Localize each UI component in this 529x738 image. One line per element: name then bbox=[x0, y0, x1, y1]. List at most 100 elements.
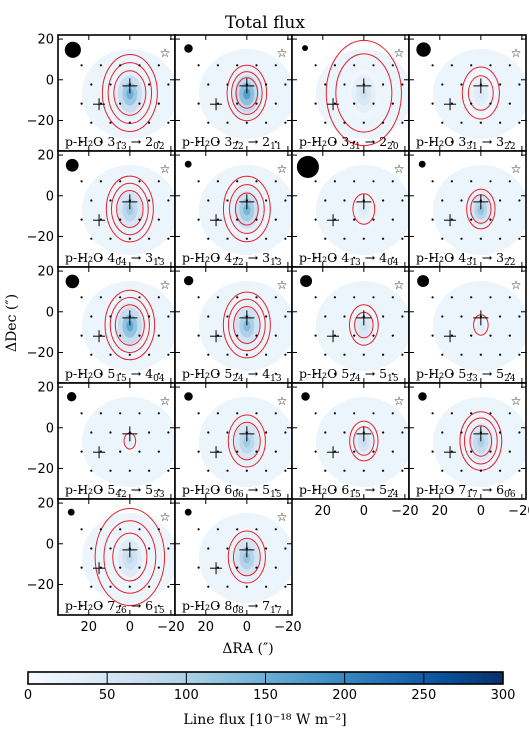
spaxel-marker bbox=[265, 121, 268, 124]
spaxel-marker bbox=[274, 450, 277, 453]
spaxel-marker bbox=[138, 488, 141, 491]
emission-level bbox=[243, 436, 251, 448]
spaxel-marker bbox=[470, 296, 473, 299]
spaxel-marker bbox=[499, 121, 502, 124]
spaxel-marker bbox=[470, 140, 473, 143]
beam-size-marker bbox=[184, 392, 193, 401]
spaxel-marker bbox=[324, 353, 327, 356]
spaxel-marker bbox=[362, 121, 365, 124]
y-tick-label: 20 bbox=[37, 381, 54, 396]
spaxel-marker bbox=[255, 64, 258, 67]
spaxel-marker bbox=[441, 469, 444, 472]
spaxel-marker bbox=[518, 469, 521, 472]
emission-level bbox=[243, 552, 251, 564]
spaxel-marker bbox=[157, 140, 160, 143]
spaxel-marker bbox=[109, 199, 112, 202]
map-panel: ☆ p-H₂O 313 → 202 20 0 −20 bbox=[27, 33, 176, 152]
spaxel-marker bbox=[119, 372, 122, 375]
spaxel-marker bbox=[401, 431, 404, 434]
spaxel-marker bbox=[508, 64, 511, 67]
y-tick-label: 20 bbox=[37, 33, 54, 48]
colorbar-tick-label: 50 bbox=[99, 688, 116, 703]
emission-level bbox=[126, 88, 134, 100]
y-tick-label: −20 bbox=[27, 578, 54, 593]
spaxel-marker bbox=[148, 121, 151, 124]
spaxel-marker bbox=[216, 140, 219, 143]
spaxel-marker bbox=[324, 83, 327, 86]
map-panel: ☆ p-H₂O 533 → 524 bbox=[408, 266, 527, 384]
spaxel-marker bbox=[343, 353, 346, 356]
spaxel-marker bbox=[265, 431, 268, 434]
spaxel-marker bbox=[80, 528, 83, 531]
spaxel-marker bbox=[343, 121, 346, 124]
source-cross bbox=[122, 426, 138, 442]
spaxel-marker bbox=[226, 83, 229, 86]
star-icon: ☆ bbox=[277, 46, 288, 60]
x-tick-label: 20 bbox=[315, 504, 332, 519]
spaxel-marker bbox=[148, 585, 151, 588]
map-panel: ☆ p-H₂O 606 → 515 bbox=[174, 382, 293, 500]
spaxel-marker bbox=[197, 296, 200, 299]
spaxel-marker bbox=[460, 431, 463, 434]
spaxel-marker bbox=[90, 199, 93, 202]
y-tick-label: 20 bbox=[37, 149, 54, 164]
flux-contour bbox=[228, 184, 265, 234]
spaxel-marker bbox=[284, 237, 287, 240]
spaxel-marker bbox=[197, 140, 200, 143]
spaxel-marker bbox=[324, 469, 327, 472]
transition-label: p-H₂O 404 → 313 bbox=[65, 250, 165, 268]
emission-level bbox=[243, 320, 251, 332]
spaxel-marker bbox=[274, 488, 277, 491]
source-cross bbox=[356, 310, 372, 326]
spaxel-marker bbox=[128, 121, 131, 124]
y-tick-label: 20 bbox=[37, 497, 54, 512]
spaxel-marker bbox=[431, 296, 434, 299]
spaxel-marker bbox=[119, 528, 122, 531]
map-panel: ☆ p-H₂O 515 → 404 20 0 −20 bbox=[27, 265, 176, 384]
spaxel-marker bbox=[441, 431, 444, 434]
flux-contour bbox=[348, 304, 379, 346]
x-tick-label: 20 bbox=[432, 504, 449, 519]
spaxel-marker bbox=[157, 450, 160, 453]
spaxel-marker bbox=[216, 256, 219, 259]
spaxel-marker bbox=[255, 488, 258, 491]
source-cross bbox=[239, 542, 255, 558]
transition-label: p-H₂O 515 → 404 bbox=[65, 366, 165, 384]
flux-contour bbox=[227, 298, 266, 352]
spaxel-marker bbox=[479, 237, 482, 240]
spaxel-marker bbox=[157, 64, 160, 67]
spaxel-marker bbox=[499, 199, 502, 202]
spaxel-marker bbox=[353, 256, 356, 259]
spaxel-marker bbox=[138, 604, 141, 607]
spaxel-marker bbox=[167, 315, 170, 318]
spaxel-marker bbox=[255, 296, 258, 299]
y-tick-label: 20 bbox=[37, 265, 54, 280]
spaxel-marker bbox=[518, 199, 521, 202]
spaxel-marker bbox=[265, 624, 267, 626]
spaxel-marker bbox=[333, 180, 336, 183]
colorbar-tick-label: 0 bbox=[24, 688, 32, 703]
emission-level bbox=[477, 436, 485, 448]
spaxel-marker bbox=[333, 64, 336, 67]
spaxel-marker bbox=[138, 566, 141, 569]
star-icon: ☆ bbox=[394, 162, 405, 176]
spaxel-marker bbox=[236, 372, 239, 375]
map-panel: ☆ p-H₂O 331 → 220 bbox=[291, 34, 410, 152]
spaxel-marker bbox=[157, 256, 160, 259]
spaxel-marker bbox=[460, 237, 463, 240]
spaxel-marker bbox=[157, 566, 160, 569]
panel-grid: ☆ p-H₂O 313 → 202 20 0 −20 ☆ p-H₂O 322 → 211 ☆ p… bbox=[27, 33, 529, 635]
emission-level bbox=[360, 205, 367, 215]
spaxel-marker bbox=[80, 140, 83, 143]
spaxel-marker bbox=[197, 218, 200, 221]
source-cross bbox=[356, 78, 372, 94]
spaxel-marker bbox=[284, 315, 287, 318]
spaxel-marker bbox=[450, 256, 453, 259]
panel-frame bbox=[174, 498, 293, 616]
spaxel-marker bbox=[80, 372, 83, 375]
spaxel-marker bbox=[508, 412, 511, 415]
spaxel-marker bbox=[119, 334, 122, 337]
spaxel-marker bbox=[157, 412, 160, 415]
map-panel: ☆ p-H₂O 404 → 313 20 0 −20 bbox=[27, 149, 176, 268]
spaxel-marker bbox=[99, 528, 102, 531]
